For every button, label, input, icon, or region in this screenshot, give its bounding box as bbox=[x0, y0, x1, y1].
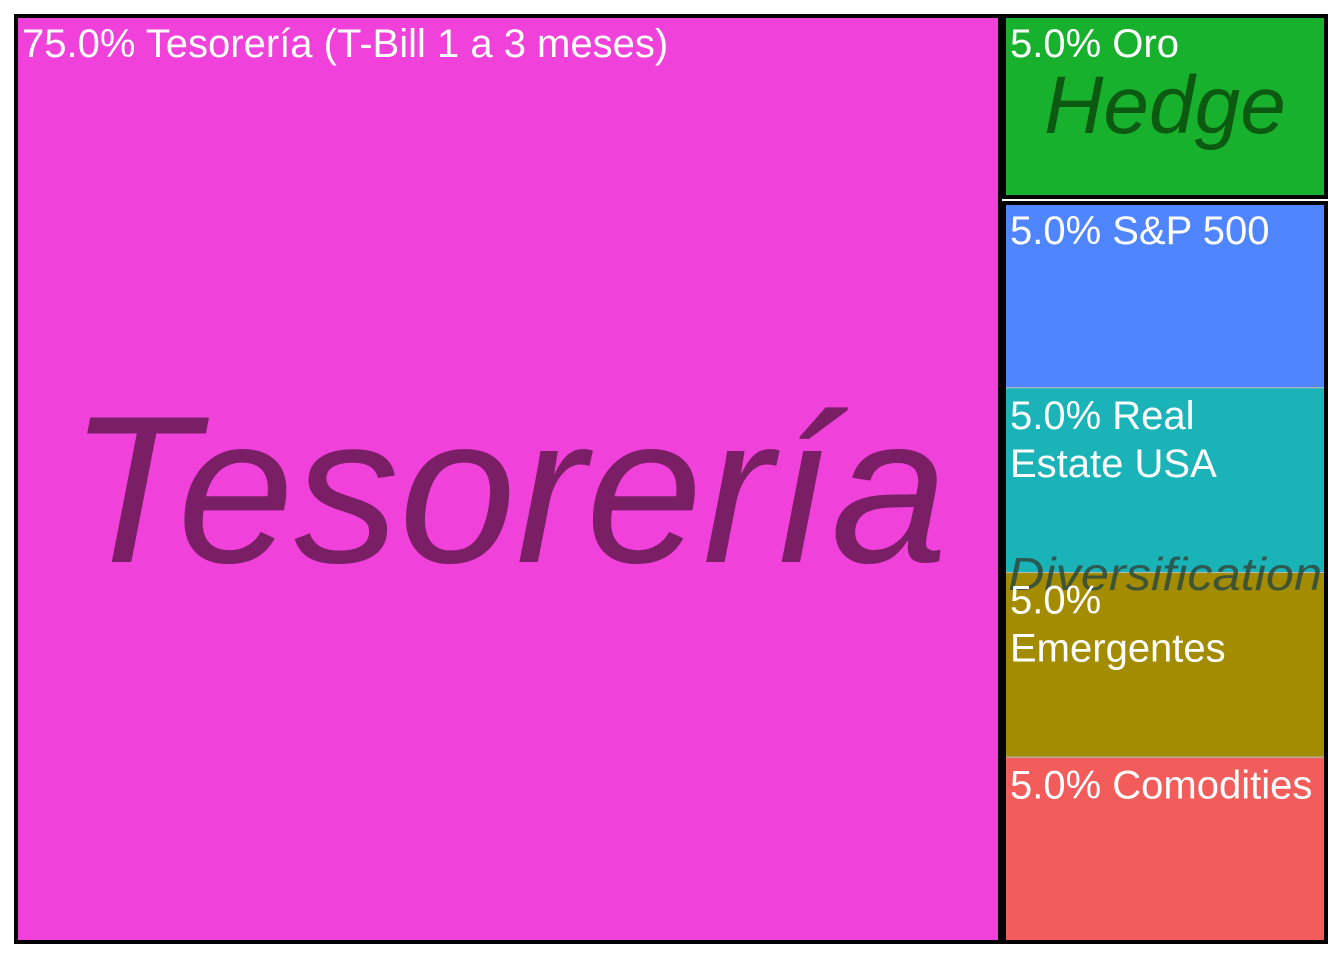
group-border-0 bbox=[14, 14, 1002, 944]
tile-tesoreria bbox=[15, 15, 1001, 943]
tile-comodities bbox=[1003, 756, 1327, 943]
tile-oro bbox=[1003, 15, 1327, 198]
tile-label-real-estate: 5.0% Real Estate USA bbox=[1010, 394, 1217, 486]
group-border-2 bbox=[1002, 201, 1328, 944]
tile-label-emergentes: 5.0% Emergentes bbox=[1010, 579, 1226, 671]
group-label-tesoreria: Tesorería bbox=[68, 372, 947, 607]
tile-label-comodities: 5.0% Comodities bbox=[1010, 763, 1312, 807]
tile-emergentes bbox=[1003, 572, 1327, 758]
group-label-hedge: Hedge bbox=[1044, 60, 1286, 151]
tile-label-sp500: 5.0% S&P 500 bbox=[1010, 209, 1269, 253]
tile-label-tesoreria: 75.0% Tesorería (T-Bill 1 a 3 meses) bbox=[22, 22, 668, 66]
tile-real-estate bbox=[1003, 387, 1327, 573]
tile-label-oro: 5.0% Oro bbox=[1010, 22, 1179, 66]
group-border-1 bbox=[1002, 14, 1328, 199]
group-label-diversification: Diversification bbox=[1008, 548, 1322, 600]
